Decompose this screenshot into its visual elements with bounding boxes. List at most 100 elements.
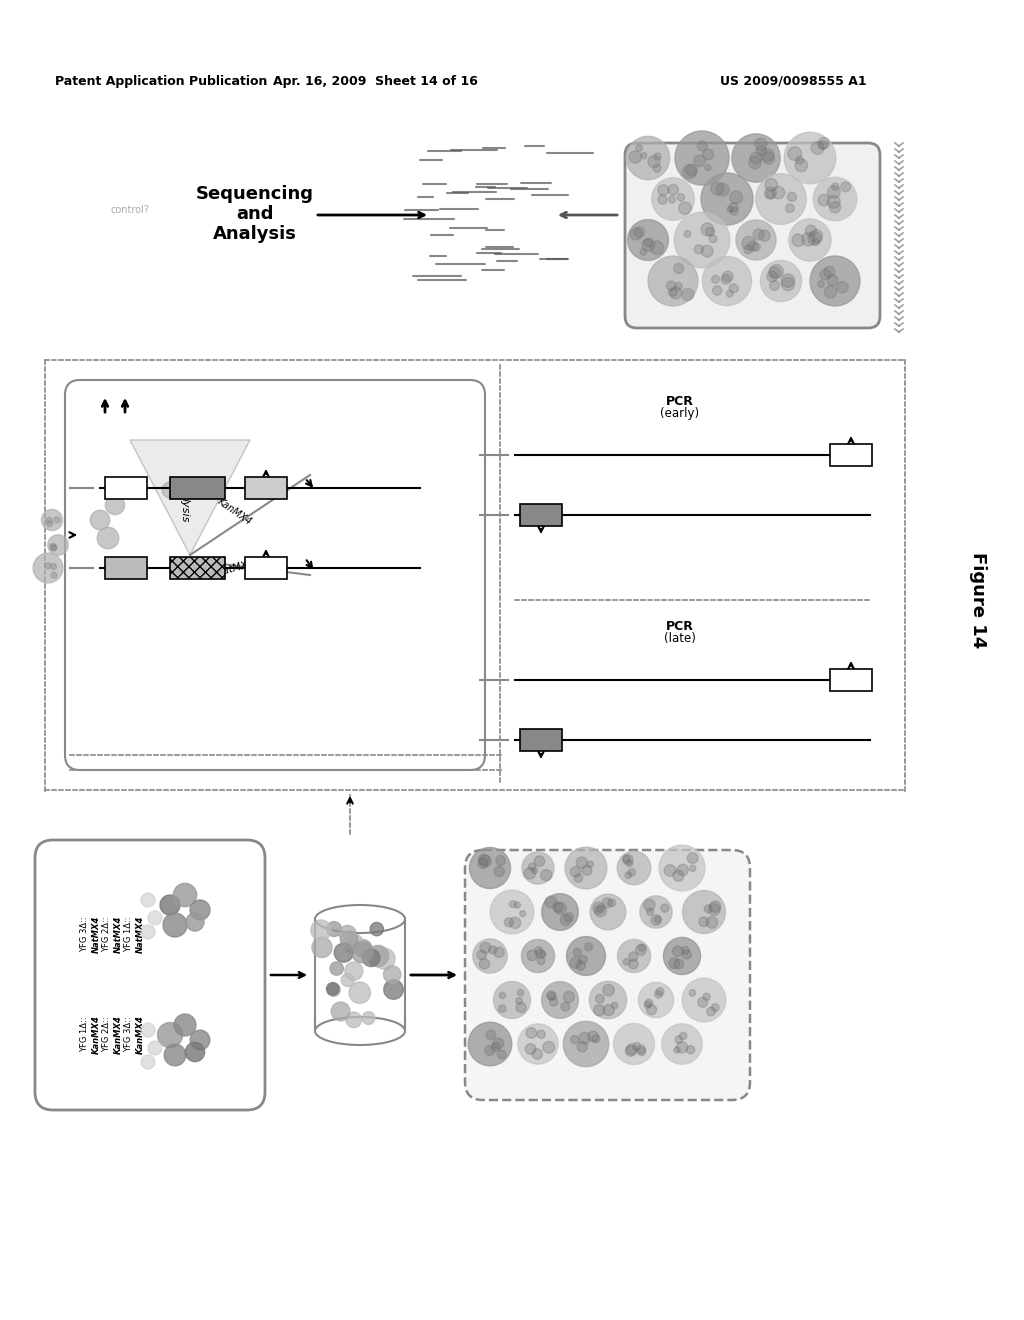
Circle shape xyxy=(654,990,663,998)
Circle shape xyxy=(468,1022,512,1065)
Text: YFG 2Δ::: YFG 2Δ:: xyxy=(102,917,112,952)
Text: lysis: lysis xyxy=(180,498,190,523)
Circle shape xyxy=(808,232,821,246)
Circle shape xyxy=(795,158,808,172)
Circle shape xyxy=(837,281,848,293)
Circle shape xyxy=(563,991,574,1002)
Text: TAG2: TAG2 xyxy=(115,564,137,573)
Circle shape xyxy=(628,869,636,876)
Circle shape xyxy=(516,998,522,1005)
Circle shape xyxy=(736,220,776,260)
Circle shape xyxy=(105,495,125,515)
Text: TAG1: TAG1 xyxy=(115,483,137,492)
Circle shape xyxy=(702,256,752,305)
Circle shape xyxy=(674,1047,680,1053)
Text: TAG1: TAG1 xyxy=(840,450,862,459)
Text: Apr. 16, 2009  Sheet 14 of 16: Apr. 16, 2009 Sheet 14 of 16 xyxy=(272,75,477,88)
Circle shape xyxy=(644,239,652,247)
Circle shape xyxy=(673,946,683,957)
Circle shape xyxy=(590,894,626,929)
Circle shape xyxy=(494,866,505,876)
Circle shape xyxy=(486,1030,496,1040)
Circle shape xyxy=(829,202,841,213)
Circle shape xyxy=(818,137,829,149)
Circle shape xyxy=(535,855,545,866)
Circle shape xyxy=(368,946,388,966)
Circle shape xyxy=(330,962,343,975)
Circle shape xyxy=(810,230,822,243)
Circle shape xyxy=(526,1028,537,1039)
Circle shape xyxy=(97,527,119,549)
Circle shape xyxy=(542,982,579,1018)
Bar xyxy=(830,444,872,466)
Text: TAG1: TAG1 xyxy=(530,511,552,520)
Circle shape xyxy=(629,952,638,961)
Circle shape xyxy=(827,275,838,285)
Circle shape xyxy=(164,1044,185,1065)
Circle shape xyxy=(354,940,372,957)
Circle shape xyxy=(645,999,653,1007)
Circle shape xyxy=(675,1036,682,1043)
Circle shape xyxy=(638,982,674,1018)
Circle shape xyxy=(781,273,795,288)
Text: NatMX4: NatMX4 xyxy=(114,916,123,953)
Circle shape xyxy=(805,226,816,236)
Circle shape xyxy=(327,982,339,995)
Circle shape xyxy=(757,145,766,156)
Circle shape xyxy=(158,1023,182,1048)
Circle shape xyxy=(626,1045,636,1056)
Text: TAG2: TAG2 xyxy=(255,483,278,492)
Circle shape xyxy=(349,982,371,1003)
Circle shape xyxy=(701,223,714,236)
Circle shape xyxy=(646,908,653,915)
Circle shape xyxy=(689,865,695,871)
Circle shape xyxy=(727,206,733,213)
Circle shape xyxy=(479,958,489,969)
Circle shape xyxy=(160,895,180,915)
Circle shape xyxy=(45,562,51,569)
Text: Analysis: Analysis xyxy=(213,224,297,243)
Circle shape xyxy=(579,1032,591,1044)
Text: control?: control? xyxy=(111,205,150,215)
FancyBboxPatch shape xyxy=(465,850,750,1100)
Polygon shape xyxy=(130,440,250,554)
Circle shape xyxy=(478,854,489,865)
Circle shape xyxy=(499,1005,506,1012)
Circle shape xyxy=(827,195,841,209)
Circle shape xyxy=(141,1055,155,1069)
Circle shape xyxy=(761,260,802,301)
Bar xyxy=(245,477,287,499)
Circle shape xyxy=(669,958,680,969)
Circle shape xyxy=(545,896,557,908)
Circle shape xyxy=(603,1005,614,1015)
Text: YFG 3Δ::: YFG 3Δ:: xyxy=(125,1016,133,1052)
Circle shape xyxy=(680,1032,687,1040)
Circle shape xyxy=(831,183,839,190)
Circle shape xyxy=(694,244,703,253)
Circle shape xyxy=(721,275,731,284)
Circle shape xyxy=(50,564,56,569)
Bar xyxy=(170,557,225,579)
Circle shape xyxy=(480,942,490,953)
Circle shape xyxy=(636,945,646,956)
Circle shape xyxy=(540,952,546,957)
Circle shape xyxy=(748,240,758,251)
Circle shape xyxy=(595,906,606,917)
Circle shape xyxy=(624,958,630,965)
Circle shape xyxy=(496,855,506,866)
Text: YFG 3Δ::: YFG 3Δ:: xyxy=(81,916,89,952)
Circle shape xyxy=(469,847,511,888)
Circle shape xyxy=(673,870,684,882)
Circle shape xyxy=(312,937,332,957)
Circle shape xyxy=(650,242,664,255)
Text: TAG1: TAG1 xyxy=(840,676,862,685)
Circle shape xyxy=(611,1002,617,1008)
Circle shape xyxy=(648,156,660,168)
Circle shape xyxy=(521,940,555,973)
Circle shape xyxy=(729,203,738,211)
Circle shape xyxy=(702,149,714,160)
Circle shape xyxy=(634,227,644,238)
Circle shape xyxy=(707,1007,716,1016)
Circle shape xyxy=(785,203,795,213)
Circle shape xyxy=(50,545,56,550)
